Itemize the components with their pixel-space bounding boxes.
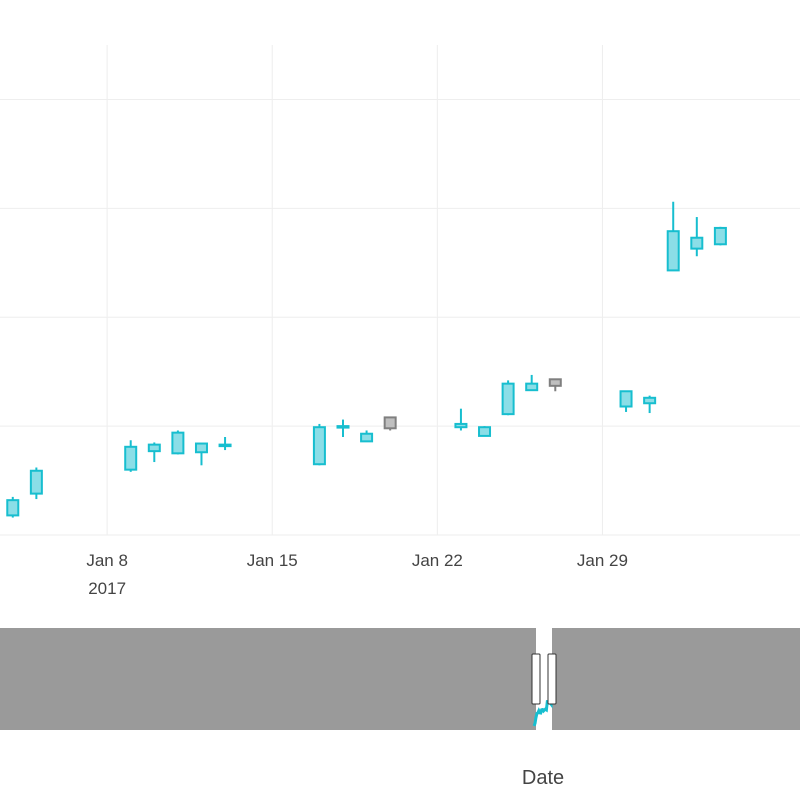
candle[interactable] (336, 419, 350, 437)
rangeslider-background (0, 628, 800, 730)
range-slider[interactable] (0, 628, 800, 730)
candle[interactable] (194, 442, 208, 466)
candle[interactable] (548, 378, 562, 392)
candle[interactable] (6, 496, 20, 518)
candle-body (29, 469, 43, 495)
candle-body (124, 445, 138, 471)
candle-body (548, 378, 562, 387)
candle[interactable] (312, 423, 326, 466)
x-tick-sublabel: 2017 (88, 579, 126, 598)
plot-background (0, 45, 800, 535)
candle[interactable] (454, 408, 468, 431)
candle-body (312, 426, 326, 466)
candle[interactable] (690, 217, 704, 257)
candle[interactable] (147, 442, 161, 463)
candle[interactable] (525, 374, 539, 392)
x-tick-label: Jan 15 (247, 551, 298, 570)
candle[interactable] (218, 437, 232, 451)
candle-body (383, 416, 397, 430)
candle-body (643, 396, 657, 405)
candle-body (6, 499, 20, 517)
candle-body (171, 431, 185, 455)
candle-body (478, 426, 492, 437)
candle[interactable] (29, 467, 43, 500)
candle-body (666, 230, 680, 272)
candle-body (713, 226, 727, 246)
candle-body (194, 442, 208, 454)
candle-body (218, 443, 232, 448)
rangeslider-handle-right[interactable] (547, 653, 557, 705)
candle-body (501, 382, 515, 416)
candle[interactable] (124, 440, 138, 472)
candle[interactable] (619, 390, 633, 412)
candle-body (360, 432, 374, 443)
candle[interactable] (713, 226, 727, 246)
candle[interactable] (643, 395, 657, 414)
candles (6, 201, 727, 518)
x-axis-ticks: Jan 8 2017 Jan 15 Jan 22 Jan 29 (86, 551, 628, 598)
gridlines (0, 45, 800, 536)
candle-body (525, 382, 539, 392)
candle-body (147, 443, 161, 453)
candle[interactable] (383, 416, 397, 431)
candle[interactable] (171, 430, 185, 455)
x-tick-label: Jan 22 (412, 551, 463, 570)
candle-body (454, 422, 468, 429)
candle[interactable] (666, 201, 680, 272)
x-tick-label: Jan 8 (86, 551, 128, 570)
x-tick-label: Jan 29 (577, 551, 628, 570)
candle[interactable] (478, 426, 492, 437)
candle[interactable] (501, 380, 515, 416)
x-axis-title: Date (522, 767, 564, 789)
candle-body (336, 425, 350, 429)
candle-body (690, 236, 704, 250)
candle[interactable] (360, 430, 374, 443)
rangeslider-handle-left[interactable] (531, 653, 541, 705)
candle-body (619, 390, 633, 408)
plot-area[interactable] (0, 45, 800, 536)
